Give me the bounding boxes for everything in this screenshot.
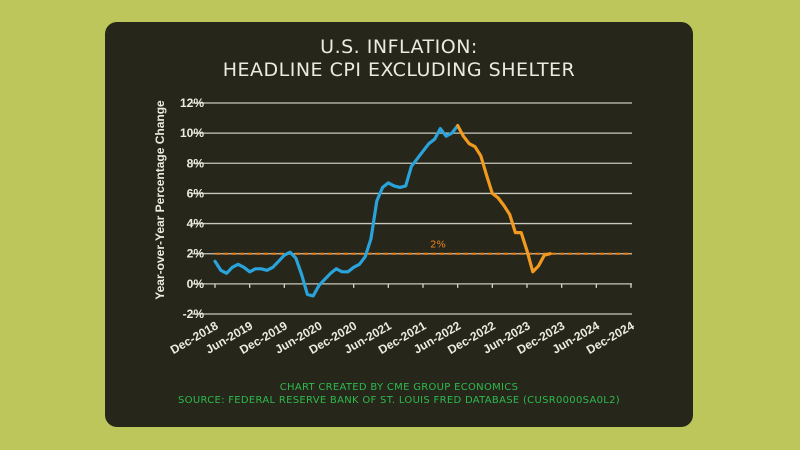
series-line xyxy=(456,123,552,274)
y-tick-label: 4% xyxy=(187,217,205,231)
y-tick-label: -2% xyxy=(183,307,205,321)
series-line xyxy=(213,123,460,298)
reference-line-group: 2% xyxy=(215,240,632,255)
series-group xyxy=(213,123,552,298)
reference-line-label: 2% xyxy=(430,240,446,251)
chart-footer: CHART CREATED BY CME GROUP ECONOMICS SOU… xyxy=(105,381,693,407)
y-tick-label: 12% xyxy=(180,96,204,110)
y-tick-label: 8% xyxy=(187,156,205,170)
chart-credit: CHART CREATED BY CME GROUP ECONOMICS xyxy=(279,382,519,393)
x-tick-labels: Dec-2018Jun-2019Dec-2019Jun-2020Dec-2020… xyxy=(168,318,637,357)
y-tick-label: 10% xyxy=(180,126,204,140)
chart-panel xyxy=(105,22,693,427)
chart-source: SOURCE: FEDERAL RESERVE BANK OF ST. LOUI… xyxy=(178,395,620,406)
y-tick-label: 0% xyxy=(187,277,205,291)
chart-title-block: U.S. INFLATION: HEADLINE CPI EXCLUDING S… xyxy=(105,36,693,82)
chart-title: U.S. INFLATION: xyxy=(320,36,478,58)
y-tick-label: 6% xyxy=(187,186,205,200)
y-tick-label: 2% xyxy=(187,247,205,261)
y-tick-labels: -2% 0% 2% 4% 6% 8% 10% 12% xyxy=(180,96,204,321)
y-axis-label: Year-over-Year Percentage Change xyxy=(153,100,167,300)
chart-subtitle: HEADLINE CPI EXCLUDING SHELTER xyxy=(222,59,576,81)
gridlines xyxy=(192,102,632,315)
